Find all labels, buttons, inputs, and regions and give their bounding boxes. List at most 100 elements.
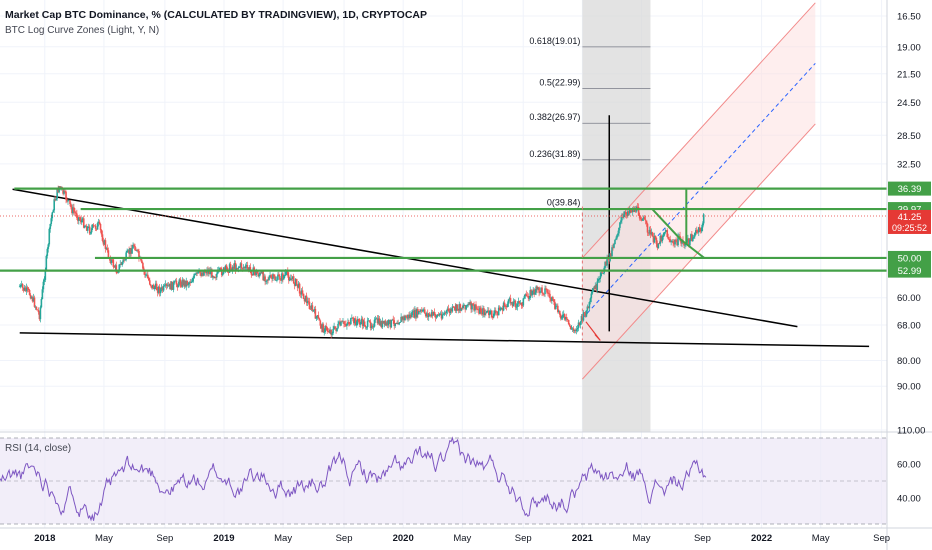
candle-body — [211, 269, 213, 278]
candle-body — [560, 317, 563, 319]
candle-body — [52, 210, 55, 213]
candle-body — [259, 272, 261, 275]
candle-body — [473, 305, 475, 311]
candle-body — [69, 199, 71, 204]
candle-body — [27, 288, 30, 291]
zone-price-tag-bg — [888, 181, 931, 196]
candle-body — [387, 320, 390, 326]
support-trendline — [19, 332, 870, 348]
candle-body — [225, 265, 228, 269]
candle-body — [352, 317, 354, 319]
candle-body — [297, 283, 300, 288]
candle-body — [163, 285, 166, 287]
time-axis-tick: May — [633, 533, 651, 544]
candle-body — [670, 241, 672, 243]
candle-body — [614, 239, 616, 244]
candle-body — [266, 279, 268, 282]
candle-body — [401, 316, 403, 320]
candle-body — [87, 226, 90, 228]
candle-body — [621, 217, 623, 221]
rsi-axis[interactable]: 60.00 40.00 — [897, 459, 921, 504]
candle-body — [335, 328, 337, 331]
candle-body — [270, 275, 272, 278]
candle-body — [378, 318, 381, 326]
candle-body — [86, 226, 89, 231]
candle-body — [95, 228, 98, 230]
candle-body — [48, 228, 51, 245]
candle-body — [418, 310, 420, 315]
candle-body — [334, 326, 336, 329]
fib-label: 0.236(31.89) — [529, 149, 580, 159]
candle-body — [315, 316, 318, 319]
candle-body — [277, 274, 279, 280]
candle-body — [251, 274, 254, 276]
candle-body — [213, 276, 215, 278]
candle-body — [689, 239, 691, 246]
candle-body — [480, 307, 482, 313]
candle-body — [291, 276, 294, 279]
candle-body — [311, 305, 314, 311]
candle-body — [397, 323, 399, 325]
candle-body — [357, 319, 360, 322]
candle-body — [640, 218, 643, 221]
candle-body — [456, 304, 459, 309]
candle-body — [112, 259, 115, 267]
candle-body — [408, 314, 410, 318]
price-channel — [582, 2, 816, 380]
candle-body — [261, 271, 263, 274]
candle-body — [673, 243, 675, 245]
price-axis-tick: 60.00 — [897, 293, 921, 304]
candle-body — [395, 323, 397, 324]
time-axis[interactable]: 2018 May Sep 2019 May Sep 2020 May Sep 2021 May Sep… — [34, 533, 890, 544]
candle-body — [613, 243, 615, 248]
candle-body — [510, 302, 513, 304]
candle-body — [633, 208, 636, 212]
candle-body — [558, 310, 561, 315]
candle-body — [202, 272, 204, 276]
candle-body — [576, 328, 579, 330]
candle-body — [363, 321, 366, 327]
candle-body — [243, 267, 246, 269]
candle-body — [82, 218, 85, 228]
candle-body — [103, 240, 106, 245]
candle-body — [316, 315, 319, 317]
candle-body — [482, 308, 484, 315]
candle-body — [466, 305, 468, 307]
candle-body — [301, 290, 304, 294]
time-axis-tick: 2021 — [572, 533, 594, 544]
candle-body — [658, 243, 661, 245]
candle-body — [637, 207, 640, 216]
candle-body — [34, 306, 37, 308]
candle-body — [464, 305, 466, 310]
candle-body — [484, 312, 486, 316]
candle-body — [93, 225, 96, 227]
candle-body — [626, 211, 629, 216]
candle-body — [186, 281, 189, 285]
price-axis-tick: 16.50 — [897, 12, 921, 23]
candle-body — [443, 312, 446, 315]
candle-body — [178, 279, 181, 285]
candle-body — [451, 306, 454, 312]
candle-body — [231, 266, 234, 271]
time-axis-tick: 2018 — [34, 533, 55, 544]
candle-body — [64, 190, 66, 192]
candle-body — [326, 327, 329, 331]
candle-body — [160, 287, 163, 290]
candle-body — [468, 303, 470, 305]
time-axis-tick: May — [274, 533, 292, 544]
candle-body — [695, 230, 698, 232]
candle-body — [329, 329, 331, 333]
candle-body — [528, 297, 531, 299]
candle-body — [30, 297, 33, 299]
candle-body — [200, 273, 202, 276]
candle-body — [506, 303, 509, 308]
trendlines — [12, 188, 870, 348]
candle-body — [568, 324, 571, 326]
time-axis-tick: Sep — [336, 533, 353, 544]
candle-body — [275, 279, 277, 281]
candle-body — [498, 307, 501, 311]
candle-body — [256, 271, 259, 274]
candle-body — [91, 224, 94, 229]
